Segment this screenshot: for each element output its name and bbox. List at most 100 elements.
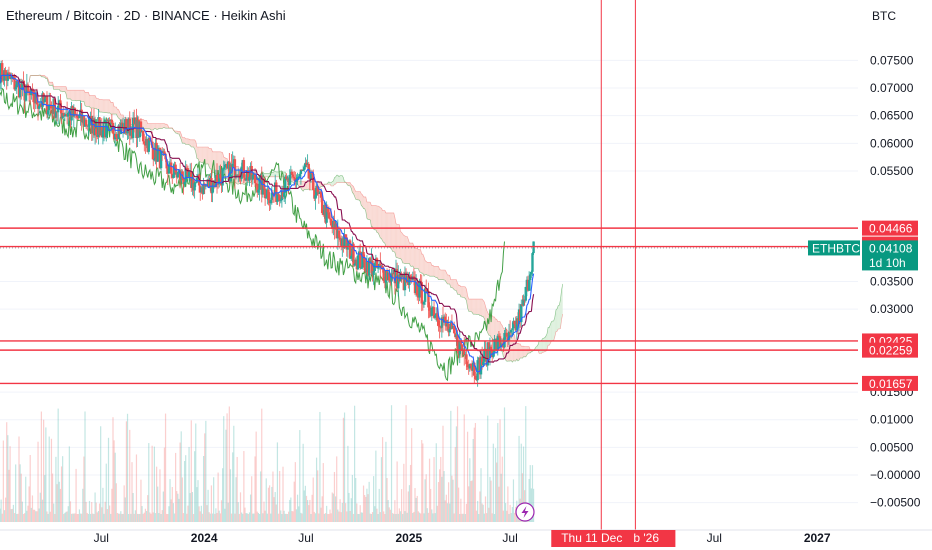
candle-body (143, 141, 146, 144)
cloud-segment (399, 224, 401, 259)
volume-bar (432, 513, 434, 522)
candle-body (270, 192, 274, 200)
volume-bar (63, 513, 65, 522)
candle-body (409, 275, 412, 278)
candle-body (423, 288, 427, 302)
cloud-segment (404, 235, 407, 264)
volume-bar (291, 510, 293, 522)
volume-bar (303, 490, 305, 522)
volume-bar (292, 511, 294, 522)
cloud-segment (78, 90, 80, 101)
candle-body (256, 183, 259, 193)
candle-body (469, 364, 473, 366)
cloud-segment (189, 139, 191, 146)
cloud-segment (364, 196, 366, 212)
candle-body (282, 192, 286, 197)
candle-body (101, 130, 105, 138)
cloud-segment (431, 265, 433, 277)
cloud-segment (485, 306, 487, 331)
cloud-segment (306, 181, 308, 190)
cloud-segment (63, 86, 65, 92)
cloud-segment (540, 340, 542, 354)
cloud-segment (205, 146, 207, 165)
candle-body (436, 313, 439, 321)
volume-bar (459, 513, 461, 522)
lightning-icon[interactable] (515, 502, 535, 522)
candle-body (195, 178, 199, 183)
cloud-segment (182, 137, 184, 144)
y-tick-label: 0.06000 (870, 136, 914, 150)
volume-bar (511, 507, 513, 522)
candle-body (350, 255, 353, 259)
y-tick-label: 0.06500 (870, 109, 914, 123)
volume-bar (96, 512, 98, 522)
volume-bar (439, 469, 441, 522)
volume-bar (213, 477, 215, 522)
candle-body (67, 112, 70, 117)
volume-bar (175, 452, 177, 522)
cloud-segment (484, 302, 486, 323)
volume-bar (164, 413, 167, 522)
cloud-segment (191, 139, 193, 148)
volume-bar (296, 494, 299, 522)
volume-bar (136, 513, 139, 522)
volume-bar (50, 438, 53, 522)
volume-bar (518, 435, 520, 522)
candle-body (167, 164, 171, 174)
cloud-segment (516, 343, 518, 361)
volume-bar (290, 497, 292, 522)
cloud-segment (524, 346, 526, 357)
cloud-segment (266, 173, 268, 177)
volume-bar (115, 483, 117, 522)
cloud-segment (51, 82, 53, 86)
volume-bar (144, 508, 147, 522)
volume-bar (313, 511, 315, 522)
volume-bar (73, 513, 75, 522)
cloud-segment (445, 270, 447, 283)
volume-bar (427, 512, 430, 522)
volume-bar (322, 463, 324, 522)
cloud-segment (555, 308, 558, 332)
cloud-segment (335, 175, 337, 185)
volume-bar (113, 440, 115, 522)
candle-body (399, 273, 402, 282)
volume-bar (388, 507, 390, 522)
volume-bar (520, 443, 522, 522)
volume-bar (48, 436, 50, 522)
volume-bar (281, 513, 283, 522)
volume-bar (446, 503, 449, 522)
cloud-segment (277, 171, 279, 177)
volume-bar (160, 513, 162, 522)
volume-bar (171, 487, 173, 522)
candle-body (159, 150, 163, 169)
volume-bar (454, 447, 456, 522)
cloud-segment (492, 315, 494, 342)
cloud-segment (415, 247, 417, 269)
cloud-segment (408, 239, 410, 264)
candle-body (309, 171, 313, 180)
cloud-segment (413, 246, 416, 269)
volume-bar (163, 447, 166, 522)
cloud-segment (143, 119, 145, 129)
volume-bar (492, 443, 494, 522)
volume-bar (498, 486, 500, 522)
volume-bar (131, 462, 133, 522)
symbol-tag-text: ETHBTC (812, 241, 860, 255)
volume-bar (156, 466, 158, 522)
cloud-segment (388, 212, 390, 248)
volume-bar (338, 511, 340, 522)
volume-bar (465, 503, 468, 522)
volume-bar (399, 511, 402, 522)
volume-bar (143, 512, 145, 522)
volume-bar (100, 426, 102, 522)
cloud-segment (549, 324, 551, 346)
candle-body (222, 167, 225, 170)
cloud-segment (90, 95, 92, 109)
volume-bar (260, 471, 262, 522)
volume-bar (176, 491, 178, 522)
cloud-segment (382, 210, 384, 243)
volume-bar (201, 513, 204, 522)
cloud-segment (144, 120, 146, 129)
volume-bar (84, 411, 86, 522)
